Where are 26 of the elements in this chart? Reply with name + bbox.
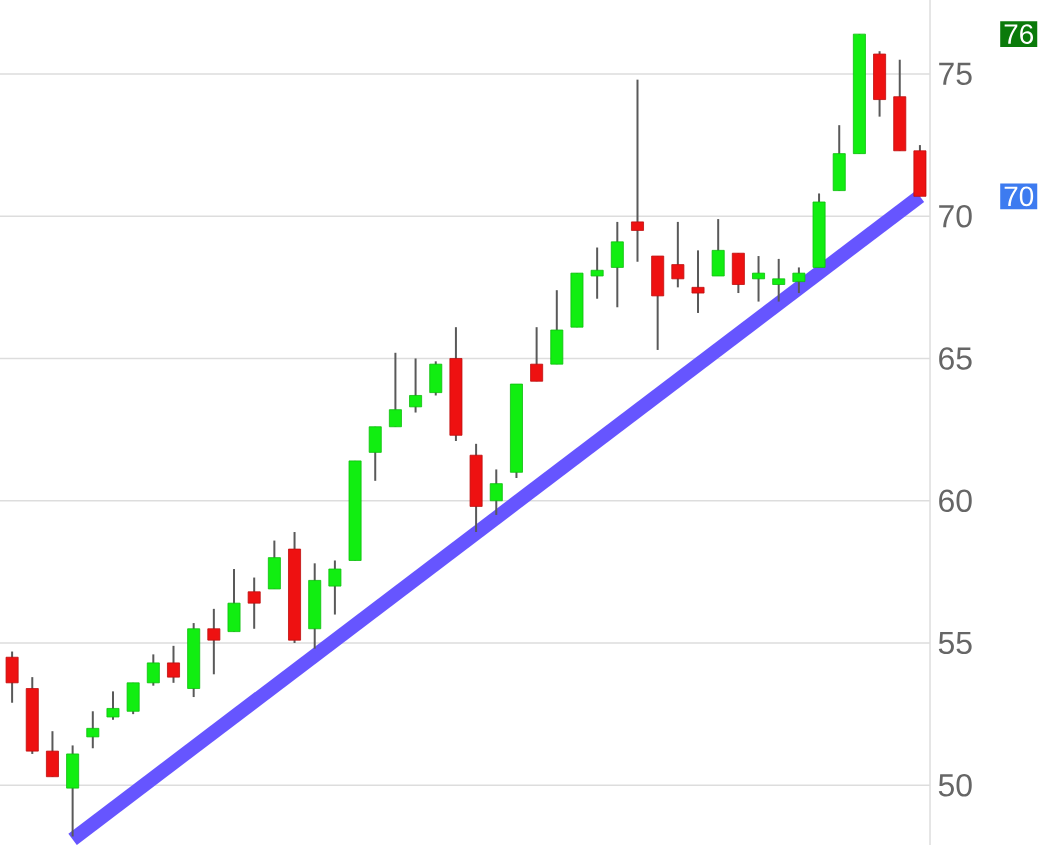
candlestick bbox=[207, 607, 221, 676]
candlestick bbox=[691, 249, 705, 314]
candlestick bbox=[772, 257, 786, 303]
candlestick bbox=[752, 255, 765, 303]
y-tick-label: 55 bbox=[938, 631, 972, 655]
candlestick bbox=[388, 351, 402, 428]
candlestick bbox=[167, 644, 180, 684]
y-tick-label: 65 bbox=[939, 347, 972, 370]
candlestick bbox=[590, 246, 604, 300]
candlestick bbox=[631, 78, 644, 263]
candlestick bbox=[247, 576, 261, 630]
candlestick bbox=[792, 266, 806, 295]
candlestick bbox=[489, 468, 503, 516]
candlestick bbox=[530, 326, 544, 383]
candlestick bbox=[409, 357, 423, 414]
candlestick bbox=[671, 220, 685, 289]
candlestick bbox=[146, 653, 160, 687]
candlestick bbox=[328, 559, 342, 616]
candlestick bbox=[86, 710, 100, 750]
y-tick-label: 70 bbox=[939, 204, 972, 228]
y-tick-label: 50 bbox=[938, 773, 972, 797]
text: 70 bbox=[1004, 186, 1034, 207]
y-tick-label: 75 bbox=[939, 62, 972, 86]
y-tick-label: 60 bbox=[939, 489, 972, 513]
candlestick bbox=[106, 690, 120, 721]
text: 76 bbox=[1004, 24, 1033, 44]
